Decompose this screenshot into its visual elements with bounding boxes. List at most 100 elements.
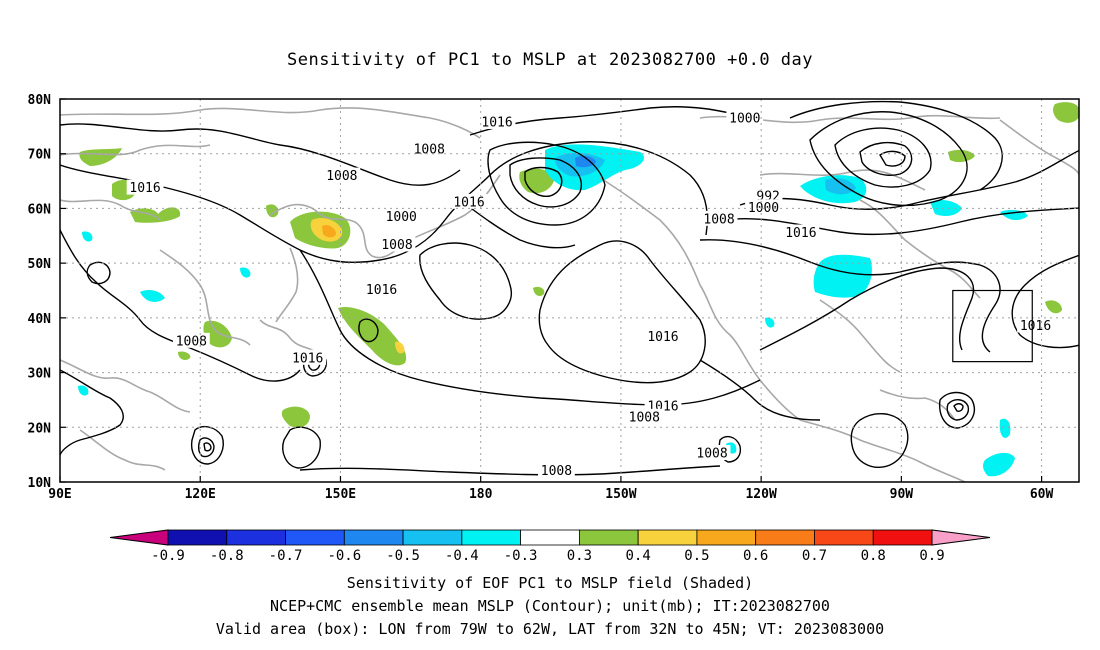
contour-line [1011, 254, 1079, 349]
colorbar-swatch [520, 529, 580, 546]
colorbar-label: -0.5 [386, 548, 420, 564]
contour-label-halo [782, 224, 820, 240]
contour-line [699, 239, 1001, 353]
shaded-patch-blue [575, 155, 596, 168]
contour-label-halo [363, 281, 400, 297]
shaded-patch-lightblue [825, 178, 856, 195]
colorbar-label: 0.3 [567, 548, 592, 564]
shaded-patch-orange [322, 225, 336, 238]
colorbar-label: -0.4 [445, 548, 479, 564]
shaded-patch-cyan [82, 231, 93, 242]
contour-line [86, 261, 111, 285]
contour-line [60, 229, 301, 382]
contour-line [859, 141, 913, 176]
contour-label-halo [1017, 317, 1054, 333]
contour-label: 1016 [647, 330, 678, 345]
colorbar-label: -0.8 [210, 548, 244, 564]
contour-label: 1008 [703, 212, 734, 227]
colorbar-swatch [872, 529, 933, 546]
x-tick-label: 120W [745, 487, 776, 502]
x-tick-label: 180 [469, 487, 493, 502]
colorbar-label: -0.7 [269, 548, 303, 564]
gridlines [60, 99, 1079, 482]
axes: 90E 120E 150E 180 150W 120W 90W 60W 10N 20N 30N 40N… [28, 93, 1054, 502]
y-tick-label: 20N [28, 421, 52, 436]
contour-line [190, 425, 224, 465]
contour-line [197, 437, 215, 458]
y-tick-label: 40N [28, 312, 52, 327]
contour-line [282, 426, 321, 469]
colorbar-label: 0.5 [684, 548, 709, 564]
plot-frame [59, 98, 1080, 483]
contour-label: 1016 [292, 351, 323, 366]
x-tick-label: 150E [325, 487, 356, 502]
contour-label: 1000 [729, 112, 760, 127]
chart-title: Sensitivity of PC1 to MSLP at 2023082700… [286, 50, 813, 70]
x-tick-label: 90E [48, 487, 71, 502]
contour-label: 1008 [414, 142, 445, 157]
shaded-patch-green [948, 149, 975, 163]
contour-line [850, 413, 909, 468]
contour-line [789, 100, 1003, 191]
caption-line-1: Sensitivity of EOF PC1 to MSLP field (Sh… [346, 574, 754, 592]
colorbar: -0.9 -0.8 -0.7 -0.6 -0.5 -0.4 -0.3 0.3 0.4 0.5 0.6… [109, 529, 991, 564]
contour-label: 1016 [366, 283, 397, 298]
contour-label-halo [382, 208, 420, 224]
caption-line-3: Valid area (box): LON from 79W to 62W, L… [215, 620, 885, 638]
contour-line [759, 267, 975, 351]
shaded-patch-green [178, 351, 191, 360]
contour-line [469, 106, 751, 136]
valid-area-box [952, 289, 1033, 363]
contour-line [60, 141, 709, 264]
contour-line [299, 465, 721, 476]
colorbar-label: -0.6 [327, 548, 361, 564]
y-tick-label: 70N [28, 148, 52, 163]
contour-label-halo [410, 140, 448, 156]
contour-line [699, 359, 821, 421]
contour-label: 1016 [1020, 319, 1051, 334]
shaded-patch-green [203, 320, 232, 348]
contour-label-halo [172, 332, 210, 348]
contour-line [509, 157, 582, 208]
contour-line [739, 149, 1079, 210]
contour-label: 1016 [129, 181, 160, 196]
shaded-sensitivity-field [78, 102, 1079, 477]
y-tick-label: 60N [28, 202, 52, 217]
colorbar-label: 0.7 [802, 548, 827, 564]
shaded-patch-green [338, 306, 407, 366]
contour-label-halo [693, 445, 731, 461]
contour-label: 1000 [386, 210, 417, 225]
contour-line [834, 127, 932, 188]
colorbar-label: 0.8 [861, 548, 886, 564]
y-tick-label: 80N [28, 93, 52, 108]
colorbar-swatch [814, 529, 874, 546]
shaded-patch-green [1045, 300, 1062, 314]
contour-label-halo [644, 328, 682, 344]
colorbar-label: 0.4 [626, 548, 651, 564]
colorbar-swatch [343, 529, 404, 546]
contour-label-halo [289, 349, 327, 365]
shaded-patch-green [266, 204, 279, 218]
contour-label: 1008 [541, 464, 572, 479]
colorbar-label: 0.9 [919, 548, 944, 564]
contour-label: 1008 [381, 238, 412, 253]
contour-label-halo [753, 187, 783, 203]
shaded-patch-green [79, 148, 122, 166]
shaded-patch-cyan [983, 452, 1015, 477]
contour-label: 1016 [453, 195, 484, 210]
colorbar-swatch [285, 529, 345, 546]
contour-line [724, 207, 1079, 236]
contour-line [524, 166, 563, 197]
colorbar-swatch [167, 529, 228, 546]
contour-line [419, 242, 512, 320]
colorbar-arrow-low [109, 529, 169, 546]
shaded-patch-green [1053, 102, 1079, 123]
contour-line [60, 123, 461, 186]
contour-line [459, 199, 576, 249]
y-tick-label: 30N [28, 367, 52, 382]
shaded-patch-cyan [78, 385, 89, 396]
contour-label-halo [726, 110, 764, 126]
contour-label-halo [126, 179, 164, 195]
colorbar-swatch [226, 529, 286, 546]
colorbar-swatch [637, 529, 698, 546]
